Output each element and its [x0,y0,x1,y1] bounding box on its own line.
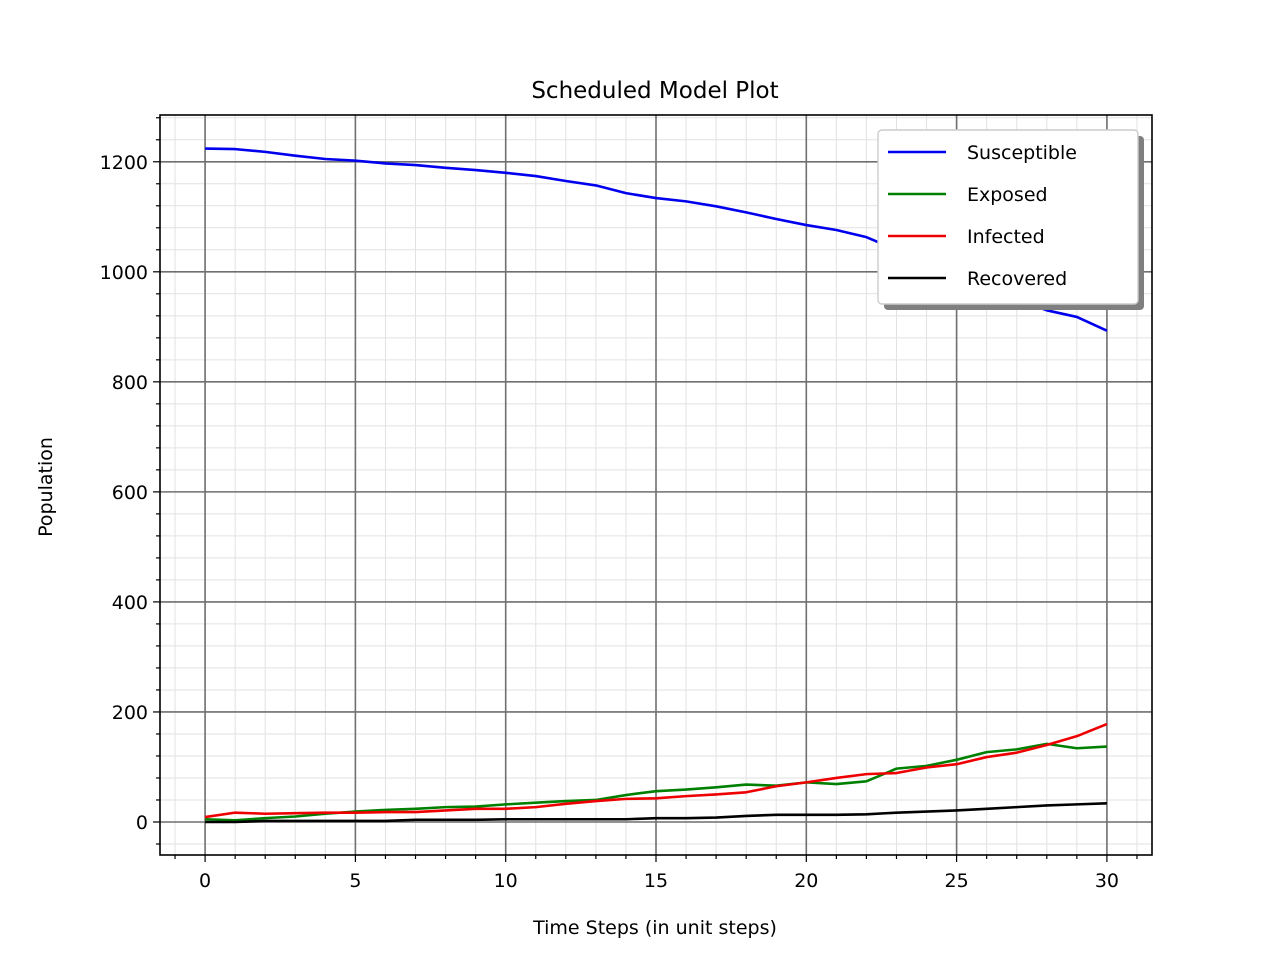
x-tick-label: 0 [199,870,211,892]
x-axis-label: Time Steps (in unit steps) [532,917,777,939]
x-axis-ticks: 0 5 10 15 20 25 30 [174,855,1138,892]
x-tick-label: 20 [794,870,818,892]
x-tick-label: 30 [1095,870,1119,892]
y-tick-label: 600 [112,482,148,504]
series-line-recovered [205,801,1107,824]
chart-title: Scheduled Model Plot [531,78,778,104]
y-tick-label: 1000 [100,262,148,284]
legend-label-exposed: Exposed [967,184,1048,206]
y-axis-label: Population [35,437,57,537]
y-tick-label: 200 [112,702,148,724]
y-tick-label: 800 [112,372,148,394]
series-lines [204,147,1108,824]
x-tick-label: 15 [644,870,668,892]
y-tick-label: 400 [112,592,148,614]
series-line-infected [204,722,1108,819]
legend: Susceptible Exposed Infected Recovered [877,129,1144,310]
legend-label-recovered: Recovered [967,268,1067,290]
legend-label-infected: Infected [967,226,1045,248]
legend-entries: Susceptible Exposed Infected Recovered [888,142,1077,290]
legend-label-susceptible: Susceptible [967,142,1077,164]
x-tick-label: 10 [494,870,518,892]
y-axis-ticks: 0 200 400 600 800 1000 1200 [100,117,160,845]
legend-box [877,129,1139,305]
y-tick-label: 1200 [100,152,148,174]
x-tick-label: 25 [945,870,969,892]
y-tick-label: 0 [136,812,148,834]
x-tick-label: 5 [349,870,361,892]
